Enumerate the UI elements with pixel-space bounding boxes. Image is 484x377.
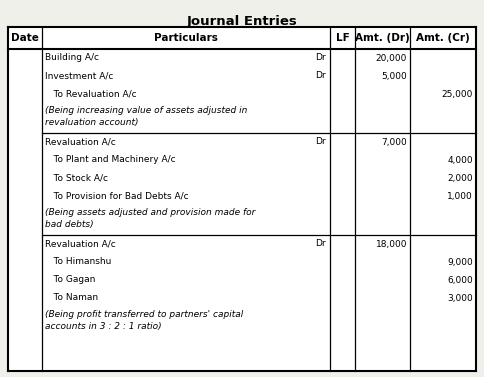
Text: accounts in 3 : 2 : 1 ratio): accounts in 3 : 2 : 1 ratio) xyxy=(45,322,162,331)
Text: Journal Entries: Journal Entries xyxy=(187,15,297,28)
Text: To Provision for Bad Debts A/c: To Provision for Bad Debts A/c xyxy=(45,192,189,201)
Text: Dr: Dr xyxy=(316,138,326,147)
Text: 3,000: 3,000 xyxy=(447,294,473,302)
Text: (Being profit transferred to partners' capital: (Being profit transferred to partners' c… xyxy=(45,310,243,319)
Text: 25,000: 25,000 xyxy=(441,89,473,98)
Text: LF: LF xyxy=(335,33,349,43)
Text: (Being increasing value of assets adjusted in: (Being increasing value of assets adjust… xyxy=(45,106,247,115)
Text: Amt. (Dr): Amt. (Dr) xyxy=(355,33,410,43)
Text: Amt. (Cr): Amt. (Cr) xyxy=(416,33,470,43)
Text: Date: Date xyxy=(11,33,39,43)
Text: Dr: Dr xyxy=(316,72,326,81)
Text: To Gagan: To Gagan xyxy=(45,276,95,285)
Text: 7,000: 7,000 xyxy=(381,138,407,147)
Text: 18,000: 18,000 xyxy=(376,239,407,248)
Text: Dr: Dr xyxy=(316,239,326,248)
Text: To Himanshu: To Himanshu xyxy=(45,257,111,267)
Text: 5,000: 5,000 xyxy=(381,72,407,81)
Text: 20,000: 20,000 xyxy=(376,54,407,63)
Text: Dr: Dr xyxy=(316,54,326,63)
Text: 2,000: 2,000 xyxy=(447,173,473,182)
Text: revaluation account): revaluation account) xyxy=(45,118,138,127)
Text: 1,000: 1,000 xyxy=(447,192,473,201)
Text: To Naman: To Naman xyxy=(45,294,98,302)
Text: 4,000: 4,000 xyxy=(447,155,473,164)
Text: Revaluation A/c: Revaluation A/c xyxy=(45,138,116,147)
Text: bad debts): bad debts) xyxy=(45,221,93,230)
Text: Particulars: Particulars xyxy=(154,33,218,43)
Text: Investment A/c: Investment A/c xyxy=(45,72,113,81)
Text: 9,000: 9,000 xyxy=(447,257,473,267)
Text: 6,000: 6,000 xyxy=(447,276,473,285)
Text: To Stock A/c: To Stock A/c xyxy=(45,173,108,182)
Text: To Revaluation A/c: To Revaluation A/c xyxy=(45,89,136,98)
Text: Building A/c: Building A/c xyxy=(45,54,99,63)
Text: To Plant and Machinery A/c: To Plant and Machinery A/c xyxy=(45,155,176,164)
Text: (Being assets adjusted and provision made for: (Being assets adjusted and provision mad… xyxy=(45,208,256,217)
Text: Revaluation A/c: Revaluation A/c xyxy=(45,239,116,248)
